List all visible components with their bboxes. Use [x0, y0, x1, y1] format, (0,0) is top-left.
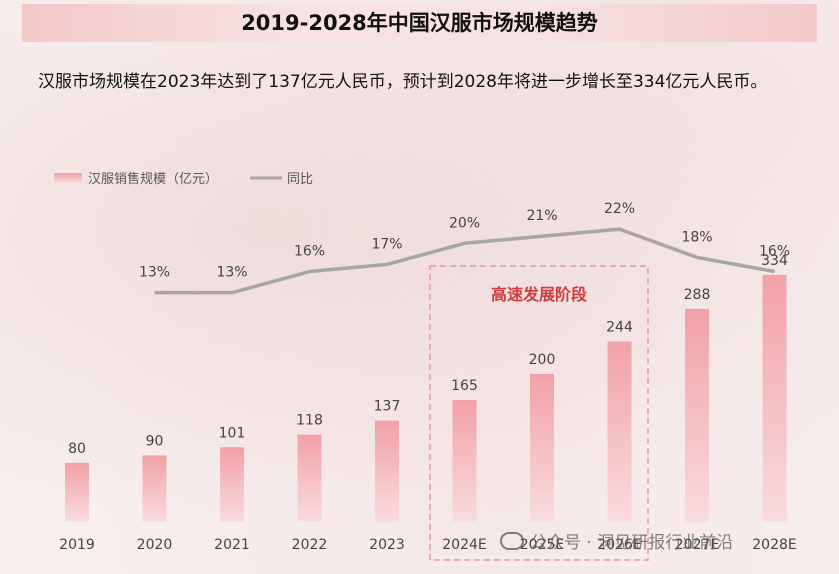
title-band: [22, 4, 817, 42]
x-tick-label: 2025E: [520, 537, 564, 553]
bar-value-label: 244: [606, 319, 633, 335]
x-tick-label: 2022: [292, 537, 328, 553]
x-tick-label: 2019: [59, 537, 95, 553]
line-value-label: 16%: [759, 244, 790, 260]
bar-2020: [142, 455, 167, 522]
bar-2019: [65, 462, 89, 522]
watermark: 公众号 · 洞见研报行业前沿: [500, 528, 733, 553]
chart-legend: 汉服销售规模（亿元） 同比: [54, 171, 313, 187]
description-text: 汉服市场规模在2023年达到了137亿元人民币，预计到2028年将进一步增长至3…: [38, 72, 768, 92]
line-value-label: 13%: [216, 265, 247, 281]
bar-2028E: [762, 274, 787, 522]
highlight-box: [429, 265, 649, 561]
bar-value-label: 80: [68, 441, 86, 457]
bar-value-label: 118: [296, 413, 323, 429]
bar-value-label: 90: [146, 433, 164, 449]
highlight-label: 高速发展阶段: [491, 285, 588, 304]
x-tick-label: 2024E: [442, 537, 486, 553]
page-title: 2019-2028年中国汉服市场规模趋势: [241, 11, 598, 35]
line-value-label: 21%: [526, 208, 557, 224]
bar-2025E: [530, 374, 554, 522]
bar-value-label: 165: [451, 378, 478, 394]
line-value-label: 20%: [449, 215, 480, 231]
bar-value-label: 101: [219, 425, 246, 441]
bar-2024E: [452, 399, 477, 522]
line-value-label: 17%: [371, 236, 402, 252]
wechat-icon: [500, 532, 524, 550]
x-tick-label: 2026E: [597, 537, 641, 553]
bar-value-label: 334: [761, 253, 788, 269]
x-tick-label: 2020: [137, 537, 173, 553]
x-tick-label: 2021: [214, 537, 250, 553]
watermark-text: 公众号 · 洞见研报行业前沿: [530, 533, 734, 553]
legend-bar-label: 汉服销售规模（亿元）: [88, 171, 218, 187]
x-tick-label: 2028E: [752, 537, 796, 553]
bar-value-label: 288: [684, 287, 711, 303]
line-value-label: 13%: [139, 265, 170, 281]
x-tick-label: 2027E: [675, 537, 719, 553]
bar-2023: [375, 420, 399, 522]
line-value-label: 16%: [294, 244, 325, 260]
bar-2027E: [685, 308, 709, 522]
bar-2026E: [607, 341, 632, 522]
bar-value-label: 137: [374, 399, 401, 415]
line-value-label: 22%: [604, 201, 635, 217]
legend-bar-swatch: [54, 173, 82, 183]
bar-2021: [220, 447, 244, 522]
bar-value-label: 200: [529, 352, 556, 368]
bar-2022: [297, 434, 322, 522]
yoy-line: [154, 227, 775, 295]
x-tick-label: 2023: [369, 537, 405, 553]
line-value-label: 18%: [681, 229, 712, 245]
legend-line-label: 同比: [287, 172, 313, 187]
